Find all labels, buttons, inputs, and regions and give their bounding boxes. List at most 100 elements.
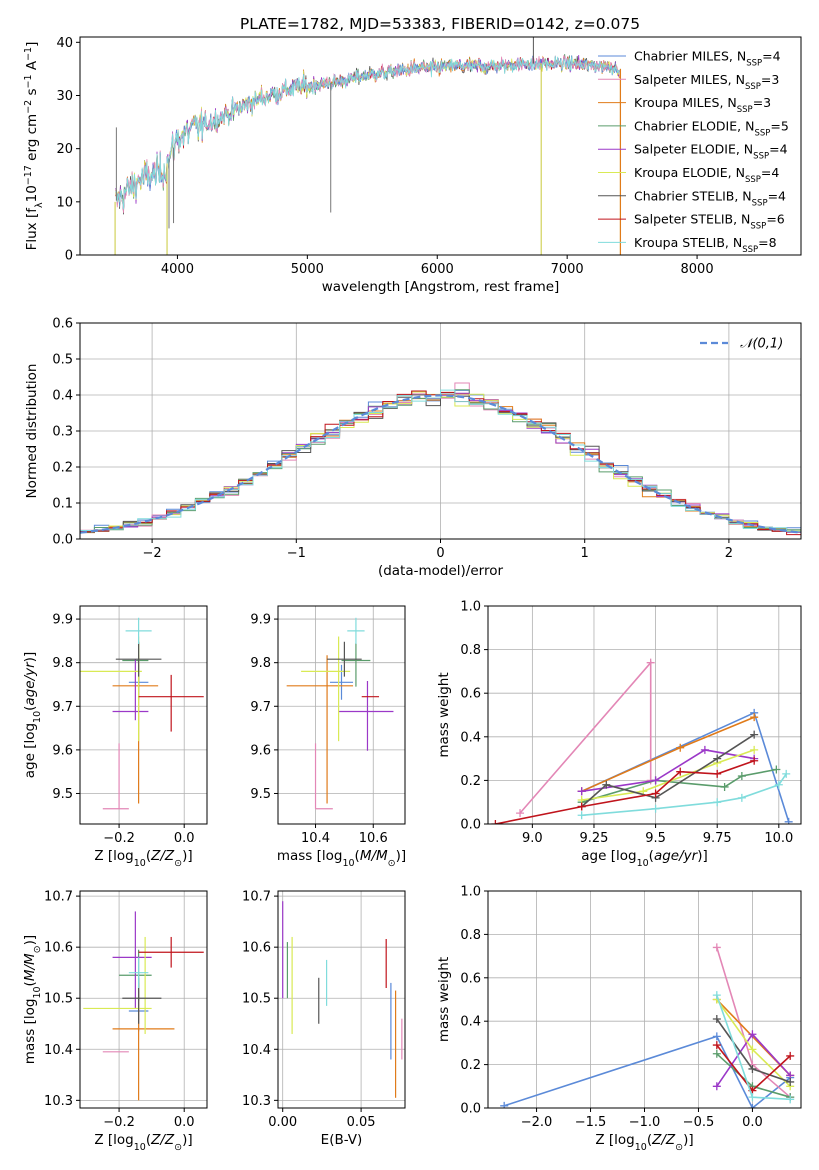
- plot-area: [282, 901, 403, 1098]
- x-tick-label: 9.75: [703, 831, 732, 846]
- x-tick-label: 2: [725, 546, 733, 561]
- weight-marker: [646, 658, 655, 667]
- legend-entry: 𝒩(0,1): [740, 337, 783, 352]
- x-tick-label: 7000: [551, 262, 584, 277]
- x-tick-label: 0.0: [174, 831, 195, 846]
- weight-marker: [577, 802, 586, 811]
- y-tick-label: 0.8: [460, 928, 481, 943]
- x-tick-label: 0.00: [268, 1115, 297, 1130]
- plot-area: [286, 617, 394, 810]
- y-tick-label: 1.0: [460, 885, 481, 900]
- y-tick-label: 0.2: [460, 1058, 481, 1073]
- y-axis-label: age [log10(age/yr)]: [22, 652, 43, 778]
- y-tick-label: 1.0: [460, 600, 481, 615]
- x-tick-label: 10.6: [359, 831, 388, 846]
- weight-marker: [737, 772, 746, 781]
- y-tick-label: 0.6: [460, 687, 481, 702]
- weight-marker: [712, 1082, 721, 1091]
- errorbar-point: [341, 643, 371, 687]
- x-axis-label: (data-model)/error: [378, 563, 504, 579]
- y-axis-label: Normed distribution: [24, 364, 40, 499]
- weight-marker: [516, 809, 525, 818]
- weight-marker: [748, 1064, 757, 1073]
- y-axis-label: mass weight: [436, 672, 452, 757]
- axes-frame: [79, 36, 802, 256]
- legend: 𝒩(0,1): [700, 337, 783, 352]
- plot-area: [114, 37, 622, 255]
- axes-frame: [277, 605, 406, 825]
- weight-marker: [712, 1032, 721, 1041]
- y-tick-label: 0.0: [52, 533, 73, 548]
- legend-entry: Chabrier ELODIE, NSSP=5: [634, 118, 789, 138]
- weight-marker: [491, 820, 500, 824]
- x-tick-label: 9.5: [645, 831, 666, 846]
- weight-marker: [748, 1093, 757, 1102]
- weight-marker: [712, 943, 721, 952]
- errorbar-point: [112, 659, 149, 721]
- errorbar-point: [327, 641, 362, 677]
- weight-marker: [713, 754, 722, 763]
- weight-marker: [748, 1030, 757, 1039]
- x-tick-label: 10.0: [764, 831, 793, 846]
- x-tick-label: 0.0: [742, 1115, 763, 1130]
- y-tick-label: 30: [56, 89, 73, 104]
- y-tick-label: 0.4: [460, 730, 481, 745]
- y-tick-label: 0.5: [52, 353, 73, 368]
- x-axis-label: wavelength [Angstrom, rest frame]: [322, 279, 560, 295]
- plot-area: [500, 943, 795, 1108]
- y-tick-label: 10.4: [44, 1043, 73, 1058]
- legend: Chabrier MILES, NSSP=4 Salpeter MILES, NS…: [598, 49, 789, 255]
- y-tick-label: 0.0: [460, 1102, 481, 1117]
- x-axis-label: E(B-V): [321, 1132, 363, 1148]
- y-tick-label: 10: [56, 195, 73, 210]
- spectrum-line: [115, 55, 620, 215]
- x-tick-label: −2.0: [521, 1115, 553, 1130]
- axes-frame: [79, 605, 208, 825]
- weight-marker: [500, 1101, 509, 1108]
- spectrum-line: [115, 55, 620, 210]
- y-tick-label: 10.5: [242, 992, 271, 1007]
- weight-marker: [750, 745, 759, 754]
- y-tick-label: 0.1: [52, 497, 73, 512]
- y-tick-label: 0.6: [52, 317, 73, 332]
- x-tick-label: 0: [436, 546, 444, 561]
- gaussian-reference: [80, 394, 801, 534]
- plot-area: [80, 382, 801, 537]
- y-tick-label: 9.7: [250, 700, 271, 715]
- weight-marker: [651, 789, 660, 798]
- mass-weight-vs-metallicity-panel: −2.0 −1.5 −1.0 −0.5 0.0 0.0 0.2 0.4 0.6 0.8 1.0 Z […: [436, 885, 802, 1153]
- weight-marker: [772, 765, 781, 774]
- errorbar-point: [301, 636, 351, 742]
- weight-marker: [676, 767, 685, 776]
- axes-frame: [487, 605, 802, 825]
- y-tick-label: 10.4: [242, 1043, 271, 1058]
- errorbar-point: [125, 617, 152, 644]
- x-tick-label: 9.0: [522, 831, 543, 846]
- weight-marker: [712, 991, 721, 1000]
- errorbar-point: [347, 617, 365, 644]
- weight-marker: [720, 782, 729, 791]
- x-tick-label: 9.25: [579, 831, 608, 846]
- y-tick-label: 10.3: [242, 1094, 271, 1109]
- legend-entry: Salpeter ELODIE, NSSP=4: [634, 142, 788, 162]
- errorbar-point: [80, 636, 142, 742]
- y-tick-label: 0.0: [460, 818, 481, 833]
- histogram-step: [80, 389, 801, 535]
- legend-entry: Chabrier MILES, NSSP=4: [634, 49, 781, 69]
- weight-marker: [712, 1041, 721, 1050]
- weight-series-line: [716, 1044, 791, 1092]
- errorbar-point: [338, 680, 394, 751]
- weight-marker: [700, 745, 709, 754]
- x-tick-label: 1: [581, 546, 589, 561]
- weight-marker: [737, 793, 746, 802]
- x-tick-label: 0.0: [174, 1115, 195, 1130]
- y-tick-label: 0.4: [460, 1015, 481, 1030]
- weight-marker: [651, 776, 660, 785]
- plot-area: [83, 911, 204, 1101]
- x-axis-label: mass [log10(M/M⊙)]: [277, 848, 406, 869]
- spectrum-line: [115, 55, 620, 209]
- x-axis-label: Z [log10(Z/Z⊙)]: [595, 1132, 693, 1153]
- y-tick-label: 0.2: [52, 461, 73, 476]
- legend-entry: Kroupa ELODIE, NSSP=4: [634, 165, 779, 185]
- y-tick-label: 0.3: [52, 425, 73, 440]
